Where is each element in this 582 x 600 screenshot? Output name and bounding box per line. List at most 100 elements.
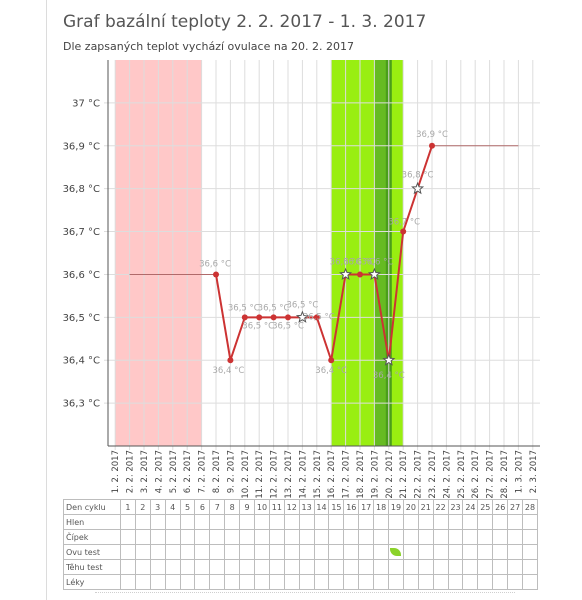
table-cell <box>134 514 151 530</box>
cycle-day-cell: 21 <box>417 499 434 515</box>
cycle-day-cell: 19 <box>388 499 404 515</box>
table-cell <box>358 544 375 560</box>
table-cell <box>507 529 524 545</box>
table-cell <box>298 529 315 545</box>
x-tick-label: 1. 2. 2017 <box>111 450 121 493</box>
table-cell <box>224 574 241 590</box>
table-cell <box>194 559 211 575</box>
cycle-day-cell: 13 <box>298 499 315 515</box>
y-tick-label: 36,3 °C <box>63 399 100 410</box>
star-point <box>295 310 309 323</box>
chart-title: Graf bazální teploty 2. 2. 2017 - 1. 3. … <box>63 12 427 32</box>
table-cell <box>328 559 345 575</box>
table-cell <box>179 529 196 545</box>
table-cell <box>313 529 330 545</box>
table-cell <box>313 544 330 560</box>
data-point <box>429 142 435 149</box>
x-tick-label: 22. 2. 2017 <box>414 450 424 498</box>
cycle-day-cell: 11 <box>268 499 285 515</box>
table-cell <box>268 574 285 590</box>
table-cell <box>477 529 494 545</box>
cycle-day-cell: 5 <box>179 499 196 515</box>
cycle-day-cell: 25 <box>477 499 494 515</box>
cycle-day-cell: 6 <box>194 499 211 515</box>
table-cell <box>239 529 256 545</box>
table-row: Čípek <box>63 529 538 545</box>
cycle-day-cell: 16 <box>343 499 360 515</box>
table-cell <box>134 559 151 575</box>
data-label: 36,6 °C <box>361 257 393 267</box>
data-label: 36,8 °C <box>402 171 434 181</box>
table-cell <box>477 574 494 590</box>
table-cell <box>283 514 300 530</box>
cycle-day-cell: 15 <box>328 499 345 515</box>
table-cell <box>462 514 479 530</box>
table-cell <box>298 559 315 575</box>
table-cell <box>313 574 330 590</box>
table-cell <box>462 544 479 560</box>
x-tick-label: 18. 2. 2017 <box>356 450 366 498</box>
table-row: Hlen <box>63 514 538 530</box>
table-cell <box>402 514 419 530</box>
x-tick-label: 5. 2. 2017 <box>169 450 179 493</box>
x-tick-label: 8. 2. 2017 <box>212 450 222 493</box>
star-point <box>382 353 396 366</box>
row-header: Léky <box>63 574 121 590</box>
table-cell <box>432 544 449 560</box>
data-label: 36,5 °C <box>303 312 335 322</box>
table-cell <box>417 544 434 560</box>
table-cell <box>298 514 315 530</box>
data-label: 36,5 °C <box>272 321 304 331</box>
table-cell <box>298 544 315 560</box>
x-tick-label: 6. 2. 2017 <box>183 450 193 493</box>
cycle-day-cell: 18 <box>373 499 390 515</box>
star-point <box>411 181 425 195</box>
table-cell <box>343 544 360 560</box>
cycle-day-cell: 23 <box>447 499 464 515</box>
x-tick-label: 26. 2. 2017 <box>471 450 481 498</box>
table-cell <box>477 514 494 530</box>
x-tick-label: 14. 2. 2017 <box>298 450 308 498</box>
ovulation-band <box>374 60 389 446</box>
data-label: 36,6 °C <box>199 259 231 269</box>
star-point <box>367 267 381 280</box>
data-point <box>285 314 291 321</box>
table-cell <box>477 559 494 575</box>
x-tick-label: 20. 2. 2017 <box>385 450 395 498</box>
table-cell <box>328 544 345 560</box>
table-cell <box>522 529 538 545</box>
table-cell <box>388 559 404 575</box>
data-point <box>270 314 277 321</box>
cycle-day-cell: 14 <box>313 499 330 515</box>
cycle-table: Den cyklu 1 2 3 4 5 6 7 8 9 10 11 12 13 14 15 16 17 18 19 20… <box>63 499 538 590</box>
table-cell <box>402 559 419 575</box>
table-cell <box>254 574 270 590</box>
data-label: 36,4 °C <box>373 371 405 381</box>
x-tick-label: 13. 2. 2017 <box>284 450 294 498</box>
table-cell <box>447 514 464 530</box>
table-cell <box>313 559 330 575</box>
table-cell <box>194 574 211 590</box>
x-tick-label: 27. 2. 2017 <box>486 450 496 498</box>
table-cell <box>164 514 181 530</box>
table-cell <box>462 559 479 575</box>
y-tick-label: 36,6 °C <box>63 270 100 281</box>
table-cell <box>224 529 241 545</box>
table-cell <box>432 559 449 575</box>
table-cell <box>477 544 494 560</box>
table-cell <box>507 574 524 590</box>
data-label: 36,4 °C <box>212 366 244 376</box>
y-tick-label: 36,5 °C <box>63 313 100 324</box>
row-header: Hlen <box>63 514 121 530</box>
fertile-band <box>331 60 404 446</box>
table-cell <box>492 574 509 590</box>
table-cell <box>224 544 241 560</box>
table-cell <box>358 559 375 575</box>
row-header: Ovu test <box>63 544 121 560</box>
table-cell <box>120 544 136 560</box>
table-cell <box>120 514 136 530</box>
data-label: 36,7 °C <box>388 218 420 228</box>
table-cell <box>358 529 375 545</box>
data-label: 36,4 °C <box>315 366 347 376</box>
table-cell <box>343 529 360 545</box>
